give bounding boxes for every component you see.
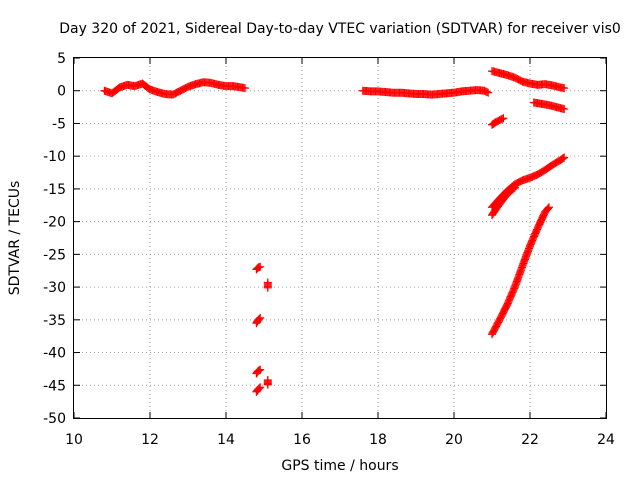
point-cluster xyxy=(358,86,493,99)
point-cluster xyxy=(252,365,265,378)
data-point xyxy=(545,203,553,212)
y-tick-label: -30 xyxy=(43,280,66,296)
data-point xyxy=(482,88,491,97)
axis-ticks xyxy=(73,57,607,419)
y-tick-label: -25 xyxy=(43,247,66,263)
x-tick-label: 24 xyxy=(597,432,615,448)
point-cluster xyxy=(252,313,265,328)
data-point xyxy=(559,154,568,163)
data-point xyxy=(256,383,265,392)
point-cluster xyxy=(488,203,553,339)
point-cluster xyxy=(252,262,265,274)
x-tick-label: 20 xyxy=(445,432,463,448)
data-point xyxy=(263,283,272,292)
y-tick-label: 0 xyxy=(57,84,66,100)
y-tick-label: 5 xyxy=(57,51,66,67)
data-point xyxy=(241,84,249,93)
x-tick-label: 10 xyxy=(65,432,83,448)
grid xyxy=(74,58,606,418)
x-tick-label: 18 xyxy=(369,432,387,448)
data-point xyxy=(255,314,264,323)
data-point xyxy=(560,153,569,162)
y-axis-label: SDTVAR / TECUs xyxy=(7,181,23,296)
data-point xyxy=(254,366,263,375)
data-point xyxy=(255,384,264,393)
y-tick-label: -20 xyxy=(43,215,66,231)
data-point xyxy=(484,88,493,97)
chart-title: Day 320 of 2021, Sidereal Day-to-day VTE… xyxy=(59,21,621,37)
point-cluster xyxy=(488,67,569,93)
data-point xyxy=(256,313,265,322)
data-point xyxy=(560,84,569,93)
point-cluster xyxy=(488,114,508,129)
point-cluster xyxy=(263,278,272,292)
data-point xyxy=(256,262,265,271)
point-cluster xyxy=(488,183,519,220)
data-point xyxy=(256,365,265,374)
y-tick-label: -5 xyxy=(52,116,66,132)
x-tick-label: 12 xyxy=(141,432,159,448)
point-cluster xyxy=(100,78,249,99)
x-tick-label: 14 xyxy=(217,432,235,448)
y-tick-label: -45 xyxy=(43,378,66,394)
data-point xyxy=(558,154,567,163)
y-tick-label: -15 xyxy=(43,182,66,198)
data-point xyxy=(509,184,518,193)
y-tick-label: -40 xyxy=(43,346,66,362)
x-tick-label: 22 xyxy=(521,432,539,448)
plot-frame xyxy=(73,57,607,419)
y-tick-label: -10 xyxy=(43,149,66,165)
point-cluster xyxy=(252,383,265,396)
y-tick-labels: 5 0 -5 -10 -15 -20 -25 -30 -35 -40 -45 -50 xyxy=(43,51,66,427)
point-cluster xyxy=(529,98,569,114)
data-point xyxy=(254,385,263,394)
data-point xyxy=(560,105,569,114)
data-points xyxy=(100,67,569,396)
data-point xyxy=(255,366,264,375)
x-tick-labels: 10 12 14 16 18 20 22 24 xyxy=(65,432,615,448)
data-point xyxy=(254,315,263,324)
data-point xyxy=(498,114,507,123)
data-point xyxy=(263,380,272,389)
point-cluster xyxy=(263,376,272,389)
x-tick-label: 16 xyxy=(293,432,311,448)
data-point xyxy=(510,183,519,192)
y-tick-label: -50 xyxy=(43,411,66,427)
data-point xyxy=(544,204,553,213)
data-point xyxy=(499,114,508,123)
x-axis-label: GPS time / hours xyxy=(281,458,398,474)
y-tick-label: -35 xyxy=(43,313,66,329)
